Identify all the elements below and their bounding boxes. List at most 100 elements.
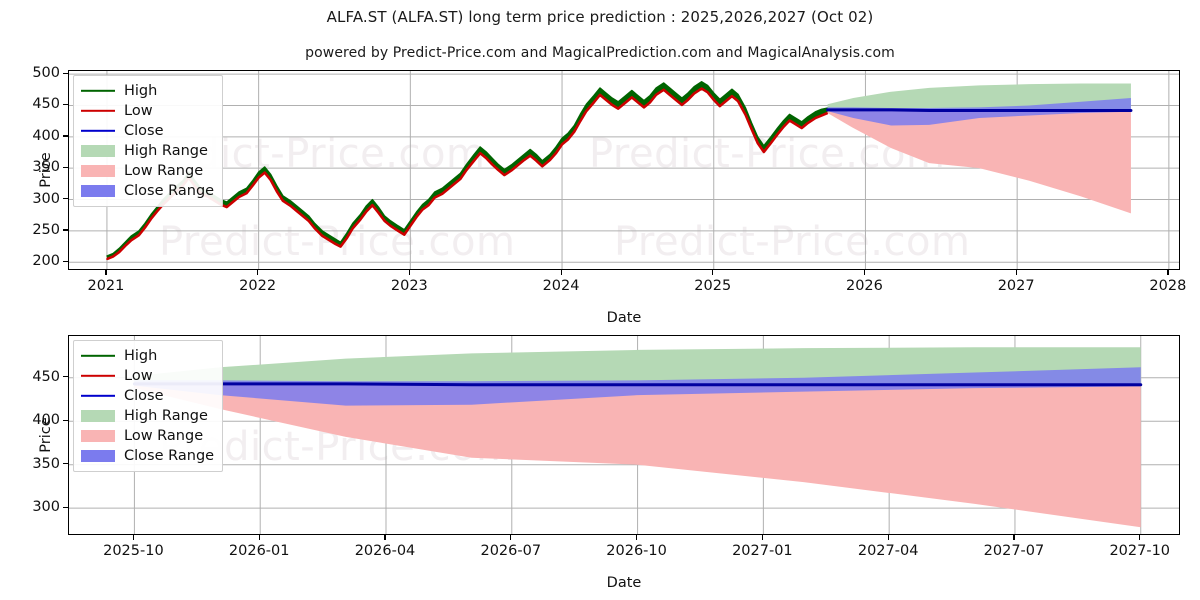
legend-item: High Range xyxy=(81,406,214,426)
bottom-chart-panel: Predict-Price.com Predict-Price.com High… xyxy=(32,335,1180,591)
legend-swatch-close-icon xyxy=(81,124,115,138)
legend-item: Close xyxy=(81,121,214,141)
y-tick-label: 500 xyxy=(32,65,60,82)
legend-item: Close Range xyxy=(81,181,214,201)
x-tickmark xyxy=(761,535,764,540)
y-tick-label: 450 xyxy=(32,96,60,113)
y-tick-label: 450 xyxy=(32,368,60,385)
y-tick-label: 350 xyxy=(32,159,60,176)
x-tickmark xyxy=(887,535,889,540)
x-tickmark xyxy=(1139,535,1141,540)
y-tickmark xyxy=(63,198,68,200)
legend-item: Low Range xyxy=(81,161,214,181)
legend-swatch-high-icon xyxy=(81,349,115,363)
legend-item-label: High Range xyxy=(124,407,208,424)
legend-item-label: Close xyxy=(124,387,164,404)
x-tick-label: 2025 xyxy=(694,278,732,294)
x-tick-label: 2026 xyxy=(845,278,883,294)
legend-swatch-high-range-icon xyxy=(81,144,115,158)
y-tick-label: 200 xyxy=(32,253,60,270)
legend-item-label: High Range xyxy=(124,142,208,159)
y-tick-label: 400 xyxy=(32,412,60,429)
y-tickmark xyxy=(63,506,68,508)
y-tick-label: 400 xyxy=(32,127,60,144)
bottom-x-axis-label: Date xyxy=(606,575,642,591)
y-tickmark xyxy=(63,376,68,378)
x-tick-label: 2027 xyxy=(997,278,1035,294)
legend-swatch-low-range-icon xyxy=(81,429,115,443)
x-tick-label: 2026-01 xyxy=(228,543,290,559)
x-tickmark xyxy=(258,535,260,540)
y-tickmark xyxy=(63,419,68,421)
x-tickmark xyxy=(408,270,411,275)
legend-item-label: Close Range xyxy=(124,447,215,464)
x-tickmark xyxy=(132,535,135,540)
x-tickmark xyxy=(712,270,714,275)
y-tick-label: 300 xyxy=(32,190,60,207)
x-tick-label: 2028 xyxy=(1149,278,1187,294)
x-tickmark xyxy=(863,270,866,275)
y-tickmark xyxy=(63,135,68,137)
chart-legend[interactable]: High Low Close High Range Low Range Close Ran… xyxy=(73,340,224,472)
x-tick-label: 2021 xyxy=(87,278,125,294)
top-chart-panel: Predict-Price.com Predict-Price.com Pred… xyxy=(32,65,1186,326)
legend-item: Close xyxy=(81,386,214,406)
legend-swatch-low-icon xyxy=(81,104,115,118)
legend-item: Close Range xyxy=(81,446,214,466)
x-tickmark xyxy=(560,270,562,275)
page-subtitle: powered by Predict-Price.com and Magical… xyxy=(305,45,895,61)
legend-item-label: Close Range xyxy=(124,182,215,199)
legend-item: Low xyxy=(81,366,214,386)
legend-item-label: Low xyxy=(124,102,153,119)
x-tick-label: 2027-07 xyxy=(983,543,1045,559)
x-tick-label: 2022 xyxy=(239,278,277,294)
legend-item: Low xyxy=(81,101,214,121)
x-tickmark xyxy=(384,535,386,540)
legend-item-label: High xyxy=(124,82,158,99)
legend-swatch-low-range-icon xyxy=(81,164,115,178)
legend-item-label: Low xyxy=(124,367,153,384)
chart-legend[interactable]: High Low Close High Range Low Range Close Ran… xyxy=(73,75,224,207)
x-tickmark xyxy=(105,270,107,275)
bottom-chart-svg xyxy=(69,336,1179,534)
legend-item: High Range xyxy=(81,141,214,161)
legend-swatch-low-icon xyxy=(81,369,115,383)
x-tick-label: 2027-04 xyxy=(857,543,919,559)
x-tickmark xyxy=(257,270,259,275)
y-tickmark xyxy=(63,229,68,231)
legend-item-label: Close xyxy=(124,122,164,139)
x-tick-label: 2023 xyxy=(390,278,428,294)
legend-swatch-close-range-icon xyxy=(81,184,115,198)
y-tickmark xyxy=(63,72,68,74)
legend-swatch-high-icon xyxy=(81,84,115,98)
y-tickmark xyxy=(63,260,68,262)
legend-item-label: High xyxy=(124,347,158,364)
y-tick-label: 350 xyxy=(32,455,60,472)
legend-item: High xyxy=(81,81,214,101)
y-tickmark xyxy=(63,463,68,465)
y-tick-label: 300 xyxy=(32,499,60,516)
x-tickmark xyxy=(510,535,512,540)
top-x-axis-label: Date xyxy=(606,310,642,326)
x-tickmark xyxy=(636,535,638,540)
top-plot-area: Predict-Price.com Predict-Price.com Pred… xyxy=(68,70,1180,270)
x-tickmark xyxy=(1015,270,1017,275)
legend-item: High xyxy=(81,346,214,366)
legend-item-label: Low Range xyxy=(124,427,204,444)
x-tick-label: 2027-01 xyxy=(732,543,793,559)
x-tick-label: 2026-04 xyxy=(354,543,416,559)
x-tick-label: 2027-10 xyxy=(1109,543,1171,559)
x-tick-label: 2026-07 xyxy=(480,543,542,559)
x-tick-label: 2026-10 xyxy=(606,543,667,559)
bottom-plot-area: Predict-Price.com Predict-Price.com High… xyxy=(68,335,1180,535)
y-tickmark xyxy=(63,166,68,168)
legend-swatch-close-range-icon xyxy=(81,449,115,463)
x-tickmark xyxy=(1013,535,1015,540)
top-chart-svg xyxy=(69,71,1179,269)
x-tickmark xyxy=(1167,270,1169,275)
y-tick-label: 250 xyxy=(32,221,60,238)
legend-swatch-high-range-icon xyxy=(81,409,115,423)
legend-item-label: Low Range xyxy=(124,162,204,179)
y-tickmark xyxy=(63,103,68,106)
